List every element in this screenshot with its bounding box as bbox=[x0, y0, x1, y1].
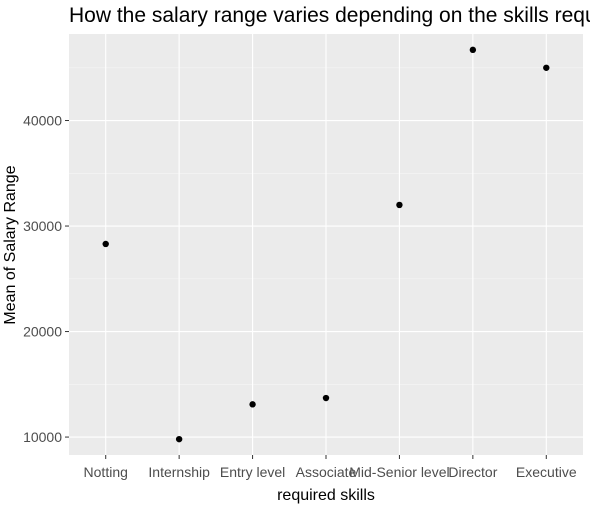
x-tick-label: Associate bbox=[296, 464, 357, 480]
data-points bbox=[102, 46, 550, 443]
y-tick-label: 40000 bbox=[23, 113, 62, 129]
x-tick-label: Notting bbox=[84, 464, 128, 480]
y-tick-label: 10000 bbox=[23, 429, 62, 445]
data-point bbox=[396, 201, 403, 209]
data-point bbox=[322, 394, 330, 402]
chart-title: How the salary range varies depending on… bbox=[69, 4, 590, 27]
grid bbox=[69, 34, 583, 455]
y-axis: 10000 20000 30000 40000 bbox=[23, 113, 69, 445]
y-tick-label: 30000 bbox=[23, 218, 62, 234]
data-point bbox=[249, 401, 256, 408]
data-point bbox=[543, 64, 550, 71]
x-tick-label: Internship bbox=[148, 464, 210, 480]
data-point bbox=[175, 435, 183, 443]
data-point bbox=[102, 240, 109, 248]
y-axis-title: Mean of Salary Range bbox=[2, 165, 19, 324]
data-point bbox=[469, 46, 477, 54]
x-tick-label: Entry level bbox=[220, 464, 285, 480]
x-tick-label: Director bbox=[448, 464, 497, 480]
x-tick-label: Executive bbox=[516, 464, 577, 480]
x-axis: Notting Internship Entry level AssociateMid… bbox=[84, 455, 577, 480]
x-tick-label: Mid-Senior level bbox=[349, 464, 449, 480]
y-tick-label: 20000 bbox=[23, 324, 62, 340]
x-axis-title: required skills bbox=[277, 487, 375, 504]
